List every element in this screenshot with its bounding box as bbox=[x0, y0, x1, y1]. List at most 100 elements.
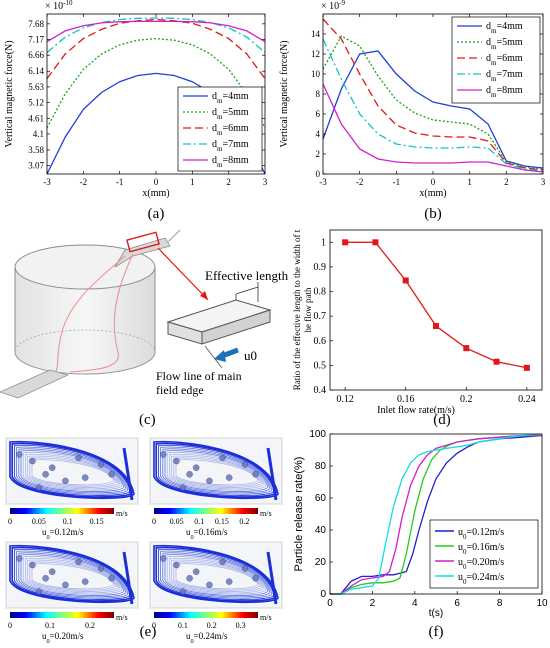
legend-entry: u0=0.16m/s bbox=[458, 542, 504, 556]
x-axis-label: x(mm) bbox=[419, 188, 446, 199]
flow-field-2: m/s 0 0.05 0.1 0.15 0.2 u0=0.16m/s bbox=[149, 437, 283, 541]
flow-field-3: m/s 0 0.1 0.2u0=0.20m/s bbox=[5, 541, 139, 645]
y-tick-label: 0.9 bbox=[314, 262, 327, 273]
x-tick-label: 0.24 bbox=[518, 394, 536, 405]
particle bbox=[186, 575, 193, 582]
colorbar-tick: 0.3 bbox=[236, 621, 246, 630]
streamline bbox=[27, 455, 119, 488]
legend-entry: dm=4mm bbox=[212, 91, 249, 105]
legend-entry: dm=6mm bbox=[486, 53, 523, 67]
panel-label: (d) bbox=[433, 412, 451, 428]
legend-entry: dm=8mm bbox=[486, 85, 523, 99]
legend-entry: u0=0.24m/s bbox=[458, 572, 504, 586]
y-tick-label: 3.07 bbox=[28, 161, 44, 171]
particle bbox=[173, 457, 180, 465]
particle bbox=[48, 568, 56, 575]
chamber-cylinder bbox=[14, 244, 156, 375]
y-tick-label: 1 bbox=[321, 237, 326, 248]
particle bbox=[192, 464, 200, 471]
y-tick-label: 7.68 bbox=[28, 19, 44, 29]
panel-f: 0 2 4 6 8 10 0 20 40 60 80 100 t(s) Particle release … bbox=[290, 428, 550, 643]
colorbar-tick: 0.15 bbox=[90, 517, 104, 526]
particle bbox=[62, 477, 69, 485]
particle bbox=[186, 471, 193, 478]
x-tick-label: 4 bbox=[412, 598, 418, 609]
colorbar-tick: 0.1 bbox=[45, 621, 55, 630]
outlet-stream bbox=[122, 447, 134, 501]
colorbar-tick: 0.1 bbox=[178, 621, 188, 630]
y-axis-label: Vertical magnetic force(N) bbox=[279, 40, 290, 147]
streamline bbox=[25, 453, 121, 490]
particle bbox=[241, 461, 249, 468]
x-tick-label: -2 bbox=[356, 177, 364, 187]
particle bbox=[159, 451, 167, 458]
colorbar-tick: 0.2 bbox=[239, 517, 249, 526]
x-axis-label: t(s) bbox=[429, 608, 443, 619]
x-tick-label: 8 bbox=[497, 598, 503, 609]
y-tick-label: 10 bbox=[311, 69, 321, 79]
y-tick-label: 4.61 bbox=[28, 113, 44, 123]
particle bbox=[29, 561, 36, 569]
colorbar-tick: 0.2 bbox=[85, 621, 95, 630]
colorbar-unit: m/s bbox=[116, 509, 128, 518]
flow-field-1: m/s 0 0.05 0.1 0.15 u0=0.12m/s bbox=[5, 437, 139, 541]
plot-frame bbox=[329, 433, 543, 595]
legend-entry: u0=0.12m/s bbox=[458, 527, 504, 541]
x-tick-label: 10 bbox=[536, 598, 548, 609]
series-line-dm=8mm bbox=[322, 83, 544, 173]
x-tick-label: 0 bbox=[327, 598, 333, 609]
y-tick-label: 3.58 bbox=[28, 145, 44, 155]
colorbar-tick: 0 bbox=[8, 621, 12, 630]
streamline bbox=[175, 459, 259, 486]
y-tick-label: 100 bbox=[309, 429, 326, 440]
y-tick-label: 0.8 bbox=[314, 287, 327, 298]
legend-entry: dm=4mm bbox=[486, 21, 523, 35]
channel-diagram: Effective length u0 Flow line of main fi… bbox=[0, 229, 289, 428]
flow-field-4: m/s 0 0.1 0.2 0.3 u0=0.24m/s bbox=[149, 541, 283, 645]
particle bbox=[42, 471, 49, 478]
y-tick-label: 6 bbox=[316, 109, 321, 119]
flow-line-label-1: Flow line of main bbox=[156, 369, 242, 383]
colorbar-tick: 0 bbox=[152, 517, 156, 526]
x-tick-label: 1 bbox=[190, 177, 195, 187]
streamline bbox=[173, 561, 261, 591]
effective-region-marker bbox=[126, 231, 160, 253]
y-axis-label: Particle release rate(%) bbox=[293, 457, 305, 572]
y-tick-label: 0.6 bbox=[314, 336, 327, 347]
particle bbox=[159, 555, 167, 562]
colorbar-tick: 0.1 bbox=[194, 517, 204, 526]
panel-d: 0.12 0.16 0.2 0.24 0.4 0.5 0.6 0.7 0.8 0.9 1 Inlet … bbox=[290, 222, 550, 430]
colorbar-unit: m/s bbox=[260, 613, 272, 622]
streamline bbox=[169, 557, 265, 594]
particle bbox=[179, 588, 187, 595]
panel-label: (e) bbox=[140, 624, 157, 640]
y-tick-label: 8 bbox=[316, 89, 321, 99]
release-curve-3 bbox=[330, 433, 543, 595]
colorbar-unit: m/s bbox=[260, 509, 272, 518]
legend-box bbox=[451, 16, 541, 104]
colorbar-tick: 0 bbox=[152, 621, 156, 630]
particle bbox=[219, 558, 226, 566]
y-tick-label: 0.4 bbox=[314, 385, 327, 396]
ratio-point bbox=[463, 345, 470, 352]
particle bbox=[252, 471, 259, 478]
ratio-point bbox=[342, 239, 349, 246]
streamline bbox=[171, 455, 263, 488]
x-axis-label: Inlet flow rate(m/s) bbox=[377, 405, 455, 416]
series-line-dm=6mm bbox=[322, 18, 544, 171]
colorbar-tick: 0.15 bbox=[215, 517, 229, 526]
legend-entry: dm=7mm bbox=[212, 139, 249, 153]
flow-line bbox=[54, 255, 126, 373]
particle bbox=[225, 578, 233, 585]
outlet-stream bbox=[266, 447, 278, 501]
panel-label-c: (c) bbox=[139, 412, 156, 428]
particle bbox=[15, 451, 23, 458]
ratio-point bbox=[523, 364, 530, 371]
ratio-line bbox=[345, 241, 528, 369]
y-tick-label: 5.63 bbox=[28, 82, 44, 92]
x-tick-label: -3 bbox=[319, 177, 327, 187]
x-tick-label: -2 bbox=[80, 177, 88, 187]
y-tick-label: 14 bbox=[311, 29, 321, 39]
